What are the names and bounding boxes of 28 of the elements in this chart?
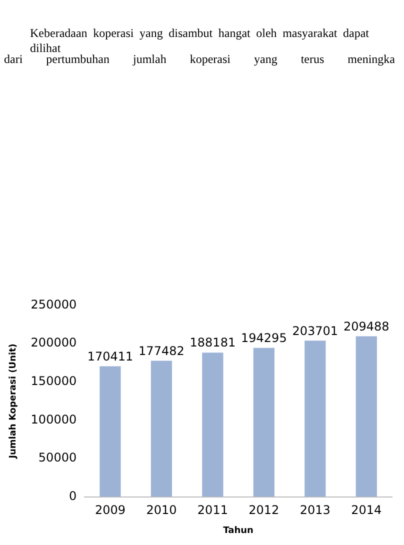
y-axis-title: Jumlah Koperasi (Unit) xyxy=(8,344,19,460)
data-label: 170411 xyxy=(87,349,134,364)
x-tick-label: 2014 xyxy=(351,503,382,518)
data-label: 188181 xyxy=(190,336,236,350)
data-label: 203701 xyxy=(292,324,338,338)
y-tick-label: 150000 xyxy=(30,374,77,388)
data-label: 209488 xyxy=(343,319,390,334)
x-tick-label: 2010 xyxy=(146,503,177,518)
y-tick-label: 50000 xyxy=(38,450,77,465)
data-label: 194295 xyxy=(241,331,287,346)
bar xyxy=(150,360,172,497)
bar xyxy=(202,352,224,497)
x-tick-label: 2011 xyxy=(197,503,228,518)
y-tick-label: 250000 xyxy=(30,297,77,312)
x-tick-label: 2013 xyxy=(300,503,330,518)
x-tick-label: 2009 xyxy=(94,503,126,518)
x-tick-label: 2012 xyxy=(248,503,280,518)
y-tick-label: 100000 xyxy=(30,412,77,426)
x-axis-title: Tahun xyxy=(223,526,254,536)
bar xyxy=(356,336,377,497)
bar xyxy=(253,348,274,497)
bar xyxy=(100,366,121,497)
text: dari pertumbuhan jumlah koperasi yang terus meningka xyxy=(4,52,395,67)
y-tick-label: 200000 xyxy=(30,336,77,350)
text: Keberadaan koperasi yang disambut hangat oleh masyarakat dapat dilihat xyxy=(30,26,369,55)
data-label: 177482 xyxy=(138,344,184,358)
y-tick-label: 0 xyxy=(68,488,77,503)
bar xyxy=(304,340,326,497)
